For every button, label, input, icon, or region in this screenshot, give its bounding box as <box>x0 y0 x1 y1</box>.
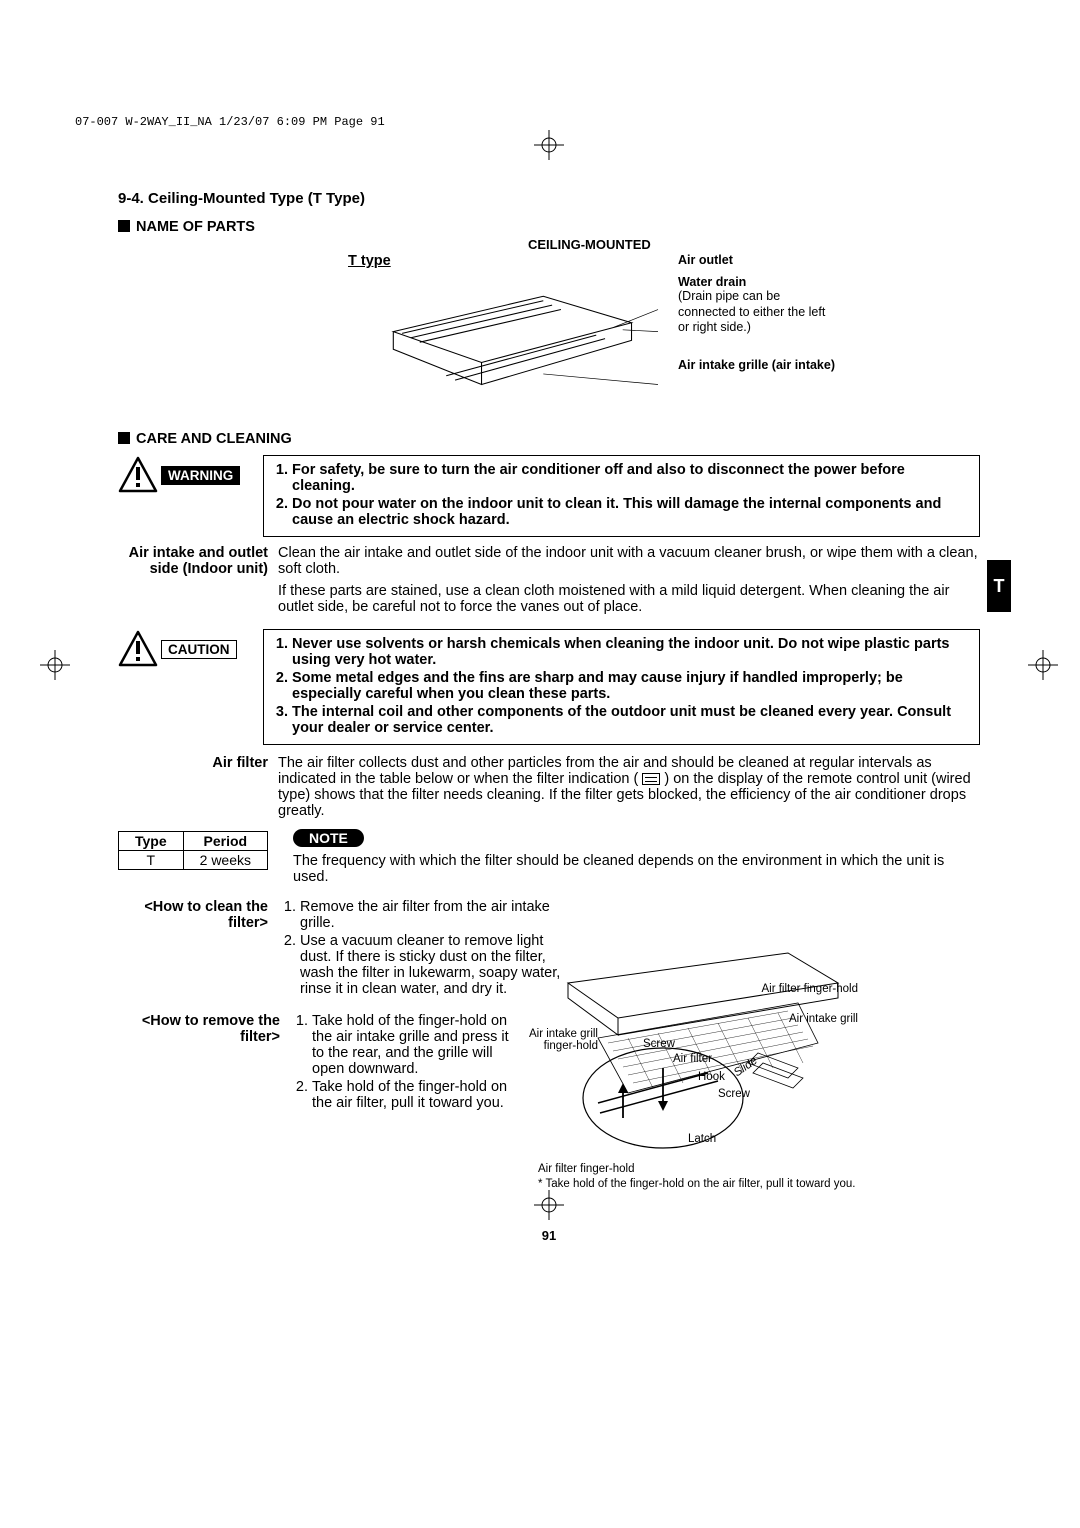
caution-label: CAUTION <box>161 640 237 659</box>
warning-triangle-icon <box>118 455 158 495</box>
warning-item: Do not pour water on the indoor unit to … <box>292 496 969 528</box>
page-number: 91 <box>542 1228 556 1243</box>
warning-text-box: For safety, be sure to turn the air cond… <box>263 455 980 537</box>
howremove-item: Take hold of the finger-hold on the air … <box>312 1013 510 1077</box>
water-drain-note: (Drain pipe can be connected to either t… <box>678 289 838 336</box>
note-text: The frequency with which the filter shou… <box>293 853 980 885</box>
howclean-item: Remove the air filter from the air intak… <box>300 899 578 931</box>
section-title: 9-4. Ceiling-Mounted Type (T Type) <box>118 190 980 207</box>
fig-label: Screw <box>718 1088 750 1100</box>
how-remove-label: <How to remove the filter> <box>118 1013 290 1113</box>
fig-label: Hook <box>698 1071 725 1083</box>
fig-label: Air filter <box>673 1053 712 1065</box>
crop-mark-right <box>1028 650 1058 680</box>
care-cleaning-text: CARE AND CLEANING <box>136 431 292 447</box>
ceiling-mounted-label: CEILING-MOUNTED <box>528 237 651 252</box>
intake-side-label: Air intake and outlet side (Indoor unit) <box>118 545 278 615</box>
fig-label: Latch <box>688 1133 716 1145</box>
period-table: TypePeriod T2 weeks <box>118 831 268 870</box>
table-header: Type <box>119 832 184 851</box>
crop-mark-left <box>40 650 70 680</box>
caution-triangle-icon <box>118 629 158 669</box>
thumb-tab: T <box>987 560 1011 612</box>
name-of-parts-text: NAME OF PARTS <box>136 219 255 235</box>
ttype-diagram: T type CEILING-MOUNTED Air outlet Water … <box>348 243 838 413</box>
filter-diagram: Air filter finger-hold Air intake grill … <box>508 933 858 1213</box>
page-meta-stamp: 07-007 W-2WAY_II_NA 1/23/07 6:09 PM Page… <box>75 115 385 129</box>
air-filter-label: Air filter <box>118 755 278 819</box>
care-cleaning-head: CARE AND CLEANING <box>118 431 980 447</box>
fig-footnote: * Take hold of the finger-hold on the ai… <box>538 1178 858 1190</box>
intake-p2: If these parts are stained, use a clean … <box>278 583 980 615</box>
fig-label: Air intake grill <box>789 1013 858 1025</box>
bullet-square-icon <box>118 220 130 232</box>
howremove-item: Take hold of the finger-hold on the air … <box>312 1079 510 1111</box>
table-cell: 2 weeks <box>183 851 267 870</box>
caution-item: Never use solvents or harsh chemicals wh… <box>292 636 969 668</box>
how-clean-label: <How to clean the filter> <box>118 899 278 999</box>
fig-label: Screw <box>643 1038 675 1050</box>
table-header: Period <box>183 832 267 851</box>
name-of-parts-head: NAME OF PARTS <box>118 219 980 235</box>
caution-text-box: Never use solvents or harsh chemicals wh… <box>263 629 980 745</box>
unit-illustration-icon <box>348 261 668 411</box>
air-outlet-label: Air outlet <box>678 253 733 267</box>
warning-label: WARNING <box>161 466 240 485</box>
bullet-square-icon <box>118 432 130 444</box>
filter-indicator-icon <box>642 773 660 785</box>
caution-item: Some metal edges and the fins are sharp … <box>292 670 969 702</box>
fig-label: Air intake grill finger-hold <box>508 1028 598 1052</box>
fig-label: Air filter finger-hold <box>761 983 858 995</box>
intake-p1: Clean the air intake and outlet side of … <box>278 545 980 577</box>
table-cell: T <box>119 851 184 870</box>
caution-item: The internal coil and other components o… <box>292 704 969 736</box>
note-pill: NOTE <box>293 829 364 847</box>
warning-item: For safety, be sure to turn the air cond… <box>292 462 969 494</box>
fig-label: Air filter finger-hold <box>538 1163 635 1175</box>
air-intake-label: Air intake grille (air intake) <box>678 358 835 372</box>
water-drain-label: Water drain <box>678 275 746 289</box>
crop-mark-top <box>534 130 564 160</box>
